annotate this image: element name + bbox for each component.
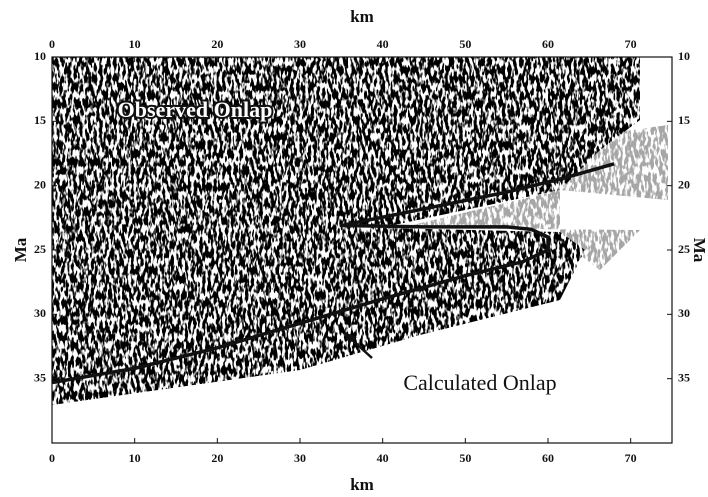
y-tick-label-right: 35: [678, 370, 690, 384]
y-tick-label: 15: [34, 113, 46, 127]
y-tick-label: 35: [34, 370, 46, 384]
y-tick-label-right: 10: [678, 49, 690, 63]
x-axis-title: km: [350, 475, 374, 494]
y-tick-label: 25: [34, 242, 46, 256]
annotation: Observed Onlap: [118, 97, 273, 122]
x-tick-label-top: 70: [625, 37, 637, 51]
onlap-line: [51, 162, 615, 385]
y-tick-label-right: 25: [678, 242, 690, 256]
y-axis-title: Ma: [11, 237, 30, 262]
x-tick-label: 0: [49, 451, 55, 465]
x-tick-label: 70: [625, 451, 637, 465]
x-tick-label-top: 0: [49, 37, 55, 51]
y-axis-title-right: Ma: [690, 238, 708, 263]
y-tick-label-right: 15: [678, 113, 690, 127]
x-tick-label: 20: [211, 451, 223, 465]
x-tick-label-top: 60: [542, 37, 554, 51]
arrow: [344, 332, 373, 359]
annotation: Calculated Onlap: [403, 370, 556, 395]
x-tick-label-top: 20: [211, 37, 223, 51]
x-tick-label-top: 30: [294, 37, 306, 51]
x-axis-title-top: km: [350, 7, 374, 26]
y-tick-label: 30: [34, 306, 46, 320]
y-tick-label-right: 30: [678, 306, 690, 320]
x-tick-label-top: 50: [459, 37, 471, 51]
y-tick-label: 10: [34, 49, 46, 63]
x-tick-label: 60: [542, 451, 554, 465]
y-tick-label-right: 20: [678, 177, 690, 191]
y-tick-label: 20: [34, 177, 46, 191]
x-tick-label: 10: [129, 451, 141, 465]
x-tick-label-top: 40: [377, 37, 389, 51]
x-tick-label-top: 10: [129, 37, 141, 51]
x-tick-label: 40: [377, 451, 389, 465]
x-tick-label: 50: [459, 451, 471, 465]
x-tick-label: 30: [294, 451, 306, 465]
